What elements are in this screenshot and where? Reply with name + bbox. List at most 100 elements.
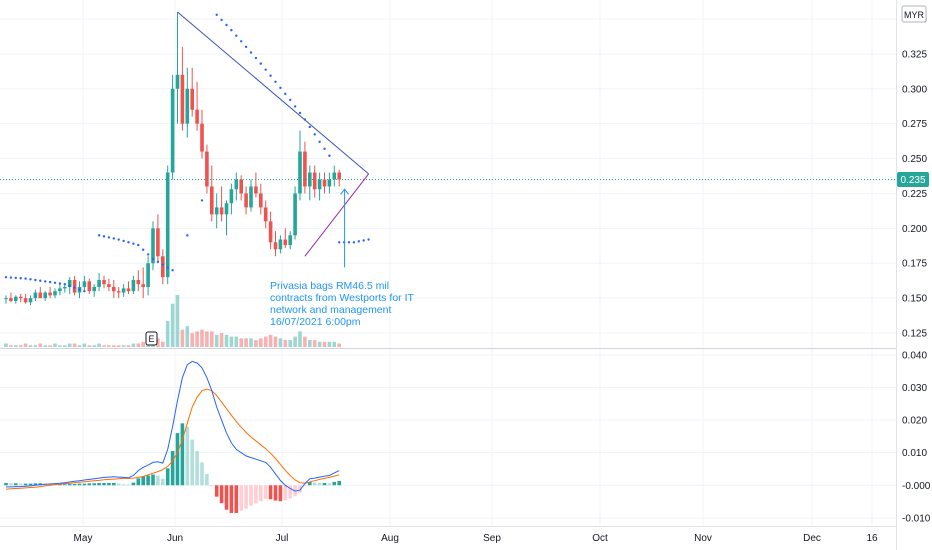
macd-histogram-bar bbox=[151, 474, 155, 486]
candle-body bbox=[43, 292, 47, 299]
macd-histogram-bar bbox=[210, 485, 214, 487]
candle-body bbox=[82, 281, 87, 287]
macd-histogram-bar bbox=[23, 483, 28, 486]
volume-bar bbox=[53, 343, 57, 347]
macd-tick-label: 0.010 bbox=[902, 448, 927, 459]
volume-bar bbox=[259, 338, 263, 347]
macd-histogram-bar bbox=[87, 483, 92, 486]
price-tick-label: 0.325 bbox=[902, 49, 927, 60]
candle-body bbox=[92, 286, 96, 292]
annotation-arrow-head bbox=[340, 188, 349, 195]
candle-body bbox=[9, 298, 13, 301]
psar-dot bbox=[4, 276, 8, 279]
earnings-marker-label: E bbox=[148, 334, 154, 344]
psar-dot bbox=[259, 62, 262, 65]
psar-dot bbox=[225, 23, 228, 27]
psar-dot bbox=[63, 282, 66, 286]
price-tick-label: 0.300 bbox=[902, 84, 927, 95]
candle-body bbox=[210, 186, 214, 215]
psar-dot bbox=[29, 278, 32, 281]
macd-histogram-bar bbox=[121, 484, 126, 486]
candle-body bbox=[170, 88, 175, 173]
macd-histogram-bar bbox=[82, 483, 87, 486]
news-annotation[interactable]: Privasia bags RM46.5 mil contracts from … bbox=[270, 280, 415, 328]
candle-body bbox=[190, 88, 194, 110]
price-axis[interactable]: 0.3500.3250.3000.2750.2500.2250.2000.175… bbox=[902, 14, 927, 339]
macd-histogram-bar bbox=[303, 485, 307, 487]
volume-bar bbox=[82, 343, 87, 347]
candle-body bbox=[107, 284, 111, 287]
volume-bar bbox=[303, 336, 307, 347]
volume-bar bbox=[322, 341, 327, 347]
trendline-upper bbox=[177, 11, 369, 175]
volume-bar bbox=[317, 341, 322, 347]
volume-bar bbox=[23, 343, 28, 347]
macd-axis[interactable]: 0.040 0.030 0.020 0.010 -0.000 -0.010 bbox=[902, 350, 931, 524]
macd-histogram-bar bbox=[97, 482, 101, 486]
price-tick-label: 0.250 bbox=[902, 154, 927, 165]
psar-dot bbox=[78, 288, 81, 291]
time-tick-label: Oct bbox=[592, 533, 608, 544]
macd-histogram-bar bbox=[107, 482, 111, 486]
macd-histogram-bar bbox=[63, 484, 67, 486]
candle-body bbox=[126, 288, 131, 292]
trendline-lower bbox=[304, 173, 369, 257]
volume-bar bbox=[327, 341, 332, 347]
psar-dot bbox=[284, 92, 287, 96]
time-tick-label: Jun bbox=[167, 533, 183, 544]
candle-body bbox=[185, 88, 190, 124]
macd-histogram-bar bbox=[156, 475, 160, 486]
candle-body bbox=[205, 151, 209, 187]
candle-body bbox=[224, 203, 229, 215]
macd-histogram-bar bbox=[9, 483, 13, 486]
currency-badge-label: MYR bbox=[904, 10, 925, 20]
psar-dot bbox=[367, 238, 370, 241]
candle-body bbox=[273, 242, 278, 250]
macd-histogram-bar bbox=[14, 483, 18, 486]
price-tick-label: 0.225 bbox=[902, 189, 927, 200]
candlestick-series bbox=[4, 11, 341, 306]
volume-bar bbox=[165, 321, 170, 347]
psar-dot bbox=[274, 80, 277, 83]
macd-histogram-bar bbox=[175, 433, 180, 486]
psar-dot bbox=[298, 111, 302, 115]
last-price-value: 0.235 bbox=[900, 175, 925, 186]
psar-dot bbox=[318, 140, 321, 143]
macd-histogram-bar bbox=[195, 451, 199, 486]
time-tick-label: Nov bbox=[694, 533, 712, 544]
psar-dot bbox=[323, 147, 326, 150]
macd-histogram-bar bbox=[28, 483, 33, 486]
candle-body bbox=[214, 207, 219, 215]
psar-dot bbox=[279, 86, 282, 90]
candle-body bbox=[312, 172, 317, 190]
candle-body bbox=[278, 239, 283, 250]
candle-body bbox=[293, 193, 297, 236]
psar-dot bbox=[39, 279, 42, 282]
volume-bar bbox=[337, 343, 341, 347]
volume-bar bbox=[175, 295, 180, 347]
macd-histogram-bar bbox=[141, 476, 145, 486]
volume-bar bbox=[18, 345, 23, 347]
volume-bar bbox=[224, 334, 229, 347]
macd-pane bbox=[4, 360, 341, 513]
macd-histogram-bar bbox=[170, 451, 175, 486]
volume-bar bbox=[312, 340, 317, 347]
volume-bar bbox=[9, 345, 13, 347]
volume-bar bbox=[219, 333, 224, 347]
candle-body bbox=[87, 281, 92, 292]
macd-histogram-bar bbox=[234, 485, 239, 513]
volume-bar bbox=[121, 345, 126, 347]
psar-dot bbox=[200, 199, 204, 202]
earnings-marker[interactable]: E bbox=[145, 331, 158, 346]
macd-histogram-bar bbox=[249, 485, 253, 506]
grid-lines bbox=[0, 0, 896, 526]
psar-dot bbox=[44, 280, 47, 283]
psar-dot bbox=[264, 68, 267, 71]
candle-body bbox=[112, 286, 116, 292]
currency-badge[interactable]: MYR bbox=[901, 5, 927, 23]
time-axis[interactable]: May Jun Jul Aug Sep Oct Nov Dec 16 bbox=[74, 533, 878, 544]
candle-body bbox=[249, 186, 253, 208]
candle-body bbox=[97, 279, 101, 287]
volume-bar bbox=[43, 345, 47, 347]
